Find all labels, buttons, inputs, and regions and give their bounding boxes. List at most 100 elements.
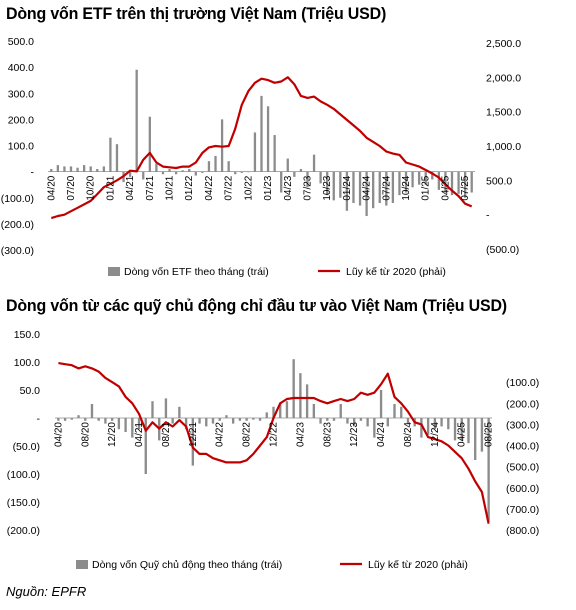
cumulative-line bbox=[50, 76, 473, 220]
bar bbox=[480, 418, 484, 452]
x-tick-label: 12/23 bbox=[349, 422, 360, 447]
x-tick-label: 07/20 bbox=[66, 175, 77, 200]
x-tick-label: 08/20 bbox=[80, 422, 91, 447]
bar bbox=[312, 154, 316, 172]
bar bbox=[463, 171, 467, 198]
legend-bar-label: Dòng vốn Quỹ chủ động theo tháng (trái) bbox=[92, 559, 282, 571]
bar bbox=[238, 418, 242, 421]
bar bbox=[155, 163, 158, 172]
bar bbox=[358, 171, 362, 206]
y-right-tick-label: (600.0) bbox=[506, 483, 539, 495]
bar bbox=[373, 418, 376, 438]
bar bbox=[279, 404, 282, 418]
bar bbox=[84, 418, 87, 421]
y-right-tick-label: - bbox=[486, 210, 490, 222]
bar bbox=[332, 418, 336, 421]
bar bbox=[205, 418, 208, 427]
bar bbox=[109, 137, 112, 172]
legend-bar-swatch bbox=[76, 560, 88, 569]
bar bbox=[56, 165, 60, 172]
legend-line-label: Lũy kế từ 2020 (phải) bbox=[368, 559, 468, 571]
bar bbox=[191, 418, 194, 466]
bar bbox=[352, 171, 355, 203]
bar bbox=[57, 418, 60, 421]
bar bbox=[372, 171, 375, 209]
bar bbox=[285, 401, 289, 418]
x-tick-label: 10/22 bbox=[243, 175, 254, 200]
bar bbox=[426, 418, 430, 435]
bar bbox=[444, 171, 447, 193]
x-tick-label: 08/23 bbox=[322, 422, 333, 447]
bar bbox=[194, 171, 197, 176]
bar bbox=[218, 418, 221, 421]
bar bbox=[174, 171, 178, 175]
bar bbox=[299, 373, 302, 418]
bar bbox=[379, 390, 383, 418]
x-tick-label: 04/25 bbox=[440, 175, 451, 200]
x-tick-label: 10/21 bbox=[165, 175, 176, 200]
bar bbox=[470, 171, 473, 193]
bar bbox=[386, 418, 389, 427]
bar bbox=[411, 171, 414, 188]
bar bbox=[418, 171, 421, 185]
bar bbox=[339, 404, 342, 418]
bar bbox=[96, 169, 99, 172]
bar bbox=[326, 418, 329, 421]
bar bbox=[69, 166, 73, 172]
bar bbox=[400, 406, 403, 418]
bar bbox=[345, 171, 349, 211]
y-left-tick-label: 300.0 bbox=[8, 88, 34, 100]
source-note: Nguồn: EPFR bbox=[6, 584, 87, 599]
bar bbox=[404, 171, 408, 193]
y-right-tick-label: 1,000.0 bbox=[486, 141, 521, 153]
bar bbox=[353, 418, 356, 427]
legend-bar-swatch bbox=[108, 267, 120, 276]
bar bbox=[258, 418, 262, 421]
bar bbox=[220, 119, 224, 172]
bar bbox=[437, 171, 441, 190]
bar bbox=[142, 171, 145, 180]
x-tick-label: 12/21 bbox=[188, 422, 199, 447]
bar bbox=[198, 418, 201, 424]
x-tick-label: 10/24 bbox=[401, 175, 412, 200]
bar bbox=[128, 171, 132, 177]
y-right-tick-label: 500.0 bbox=[486, 175, 512, 187]
bar bbox=[231, 418, 235, 424]
bar bbox=[151, 401, 154, 418]
bar bbox=[391, 171, 395, 203]
bar bbox=[487, 418, 490, 522]
legend-line-label: Lũy kế từ 2020 (phải) bbox=[346, 266, 446, 278]
x-tick-label: 08/24 bbox=[403, 422, 414, 447]
chart-title-active-funds: Dòng vốn từ các quỹ chủ động chỉ đầu tư … bbox=[6, 296, 507, 315]
bar bbox=[299, 169, 303, 172]
x-tick-label: 01/22 bbox=[184, 175, 195, 200]
bar bbox=[70, 418, 73, 420]
bar bbox=[252, 418, 255, 420]
y-left-tick-label: (50.0) bbox=[13, 441, 40, 453]
bar bbox=[447, 418, 450, 430]
bar bbox=[393, 404, 396, 418]
bar bbox=[406, 418, 410, 424]
y-left-tick-label: (200.0) bbox=[7, 525, 40, 537]
bar bbox=[266, 106, 270, 172]
bar bbox=[260, 95, 263, 172]
bar bbox=[253, 132, 257, 172]
y-right-tick-label: (400.0) bbox=[506, 441, 539, 453]
bar bbox=[265, 412, 268, 418]
bar bbox=[339, 171, 342, 198]
bar bbox=[359, 418, 363, 421]
bar bbox=[137, 418, 141, 430]
y-left-tick-label: 400.0 bbox=[8, 62, 34, 74]
bar bbox=[326, 171, 329, 196]
x-tick-label: 01/25 bbox=[421, 175, 432, 200]
bar bbox=[306, 171, 309, 188]
bar bbox=[164, 398, 168, 418]
bar bbox=[77, 415, 80, 418]
y-right-tick-label: (800.0) bbox=[506, 525, 539, 537]
x-tick-label: 04/24 bbox=[376, 422, 387, 447]
x-tick-label: 01/21 bbox=[105, 175, 116, 200]
bar bbox=[332, 171, 335, 201]
y-left-tick-label: 100.0 bbox=[14, 357, 40, 369]
bar bbox=[450, 171, 454, 196]
